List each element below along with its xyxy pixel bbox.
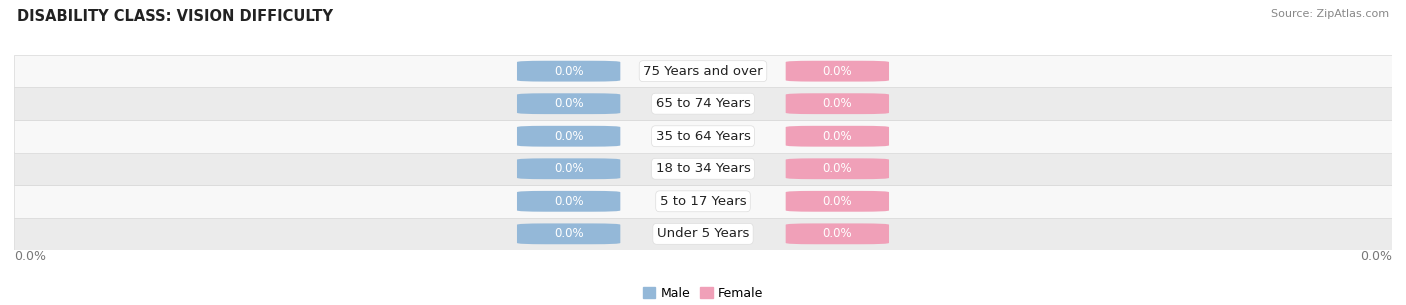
Text: 0.0%: 0.0% [14,250,46,263]
Text: 0.0%: 0.0% [823,227,852,240]
FancyBboxPatch shape [517,126,620,147]
Legend: Male, Female: Male, Female [638,282,768,305]
FancyBboxPatch shape [786,61,889,81]
Bar [14,152,1392,185]
FancyBboxPatch shape [517,158,620,179]
Bar [14,88,1392,120]
Text: 0.0%: 0.0% [554,65,583,78]
Text: 0.0%: 0.0% [554,97,583,110]
Bar [14,120,1392,152]
Text: DISABILITY CLASS: VISION DIFFICULTY: DISABILITY CLASS: VISION DIFFICULTY [17,9,333,24]
Text: Under 5 Years: Under 5 Years [657,227,749,240]
Text: 0.0%: 0.0% [1360,250,1392,263]
FancyBboxPatch shape [786,224,889,244]
Bar [14,217,1392,250]
FancyBboxPatch shape [786,126,889,147]
Text: 0.0%: 0.0% [554,130,583,143]
Text: 65 to 74 Years: 65 to 74 Years [655,97,751,110]
Text: 0.0%: 0.0% [823,97,852,110]
FancyBboxPatch shape [786,158,889,179]
Text: 18 to 34 Years: 18 to 34 Years [655,162,751,175]
FancyBboxPatch shape [517,191,620,212]
FancyBboxPatch shape [786,191,889,212]
FancyBboxPatch shape [517,93,620,114]
Text: 0.0%: 0.0% [554,195,583,208]
Text: 0.0%: 0.0% [823,195,852,208]
Text: Source: ZipAtlas.com: Source: ZipAtlas.com [1271,9,1389,19]
Bar [14,55,1392,88]
FancyBboxPatch shape [517,61,620,81]
Text: 0.0%: 0.0% [823,65,852,78]
Text: 35 to 64 Years: 35 to 64 Years [655,130,751,143]
Text: 0.0%: 0.0% [554,227,583,240]
Text: 75 Years and over: 75 Years and over [643,65,763,78]
Text: 0.0%: 0.0% [823,162,852,175]
FancyBboxPatch shape [786,93,889,114]
Bar [14,185,1392,217]
Text: 0.0%: 0.0% [554,162,583,175]
Text: 0.0%: 0.0% [823,130,852,143]
Text: 5 to 17 Years: 5 to 17 Years [659,195,747,208]
FancyBboxPatch shape [517,224,620,244]
